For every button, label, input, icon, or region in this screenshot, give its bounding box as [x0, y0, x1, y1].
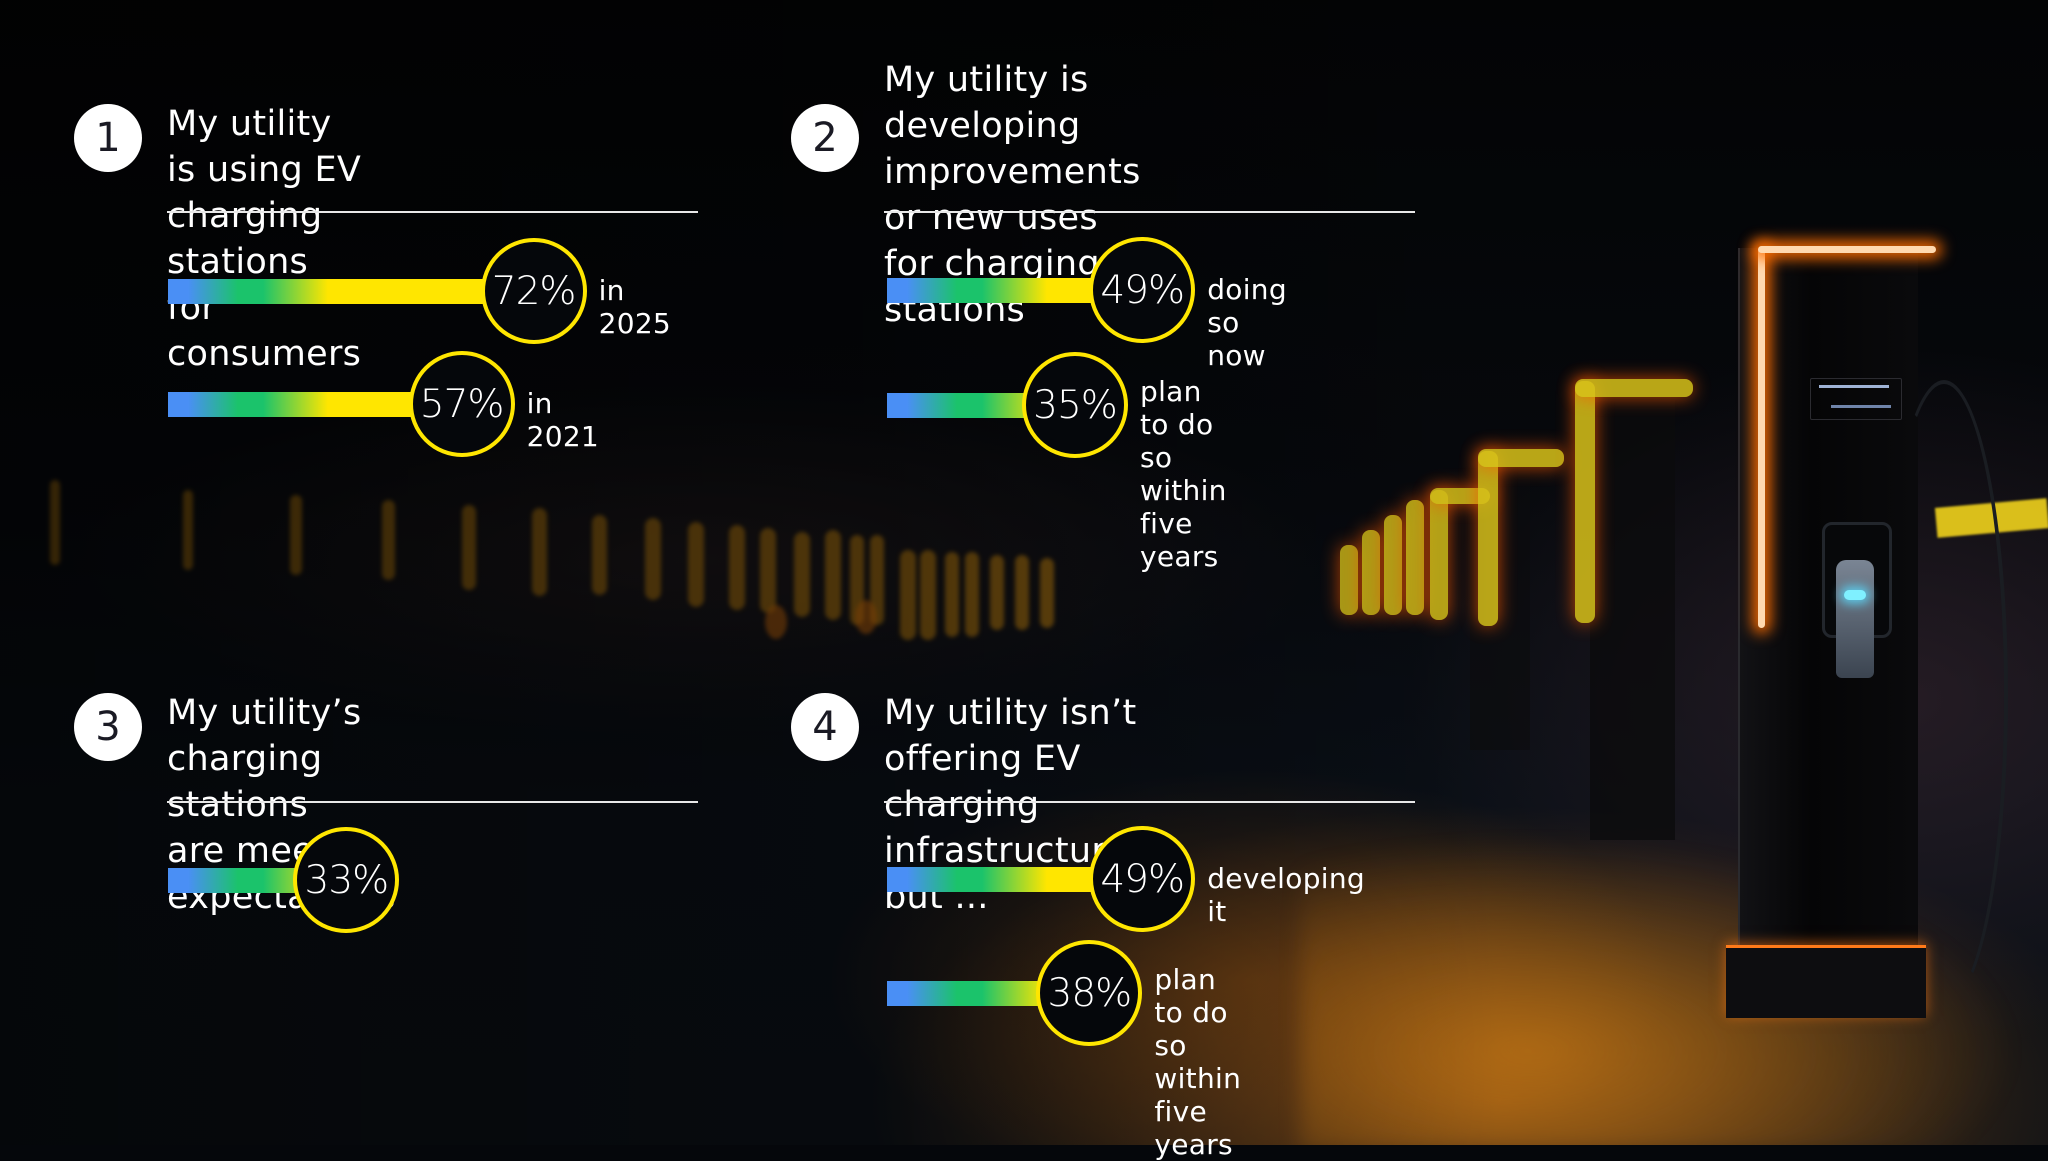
percent-circle: 49% [1089, 826, 1196, 932]
charging-cable [1880, 380, 2008, 1008]
section-divider [167, 801, 698, 803]
text-contrast-overlay [0, 0, 1500, 1145]
percent-circle: 33% [293, 827, 400, 933]
charging-plug-icon [1836, 560, 1874, 678]
plug-led [1844, 590, 1866, 600]
percent-circle: 72% [480, 238, 587, 344]
percent-circle: 38% [1036, 940, 1143, 1046]
charger-light-strip [1758, 248, 1765, 628]
section-divider [167, 211, 698, 213]
bar-label: doing so now [1207, 273, 1287, 372]
distant-charger [1590, 400, 1675, 840]
bar-label: in 2025 [598, 274, 672, 340]
section-number-badge: 2 [791, 104, 859, 172]
section-divider [884, 801, 1415, 803]
bar-label: plan to do so within five years [1154, 963, 1242, 1161]
bar-label: in 2021 [526, 387, 600, 453]
charger-base [1726, 945, 1926, 1018]
bar [168, 279, 534, 304]
section-number-badge: 4 [791, 693, 859, 761]
charger-light-strip [1758, 246, 1936, 253]
station-light [1575, 381, 1595, 623]
section-title: My utility is using EV charging stations… [167, 104, 362, 374]
percent-circle: 35% [1022, 352, 1128, 458]
bar-label: plan to do so within five years [1140, 375, 1227, 573]
section-number-badge: 1 [74, 104, 142, 172]
section-title: My utility is developing improvements or… [884, 60, 1141, 330]
section-number-badge: 3 [74, 693, 142, 761]
section-divider [884, 211, 1415, 213]
station-light [1575, 379, 1693, 397]
charger-display [1810, 378, 1902, 420]
percent-circle: 57% [408, 351, 515, 457]
percent-circle: 49% [1089, 237, 1196, 343]
bar-label: developing it [1207, 862, 1365, 928]
